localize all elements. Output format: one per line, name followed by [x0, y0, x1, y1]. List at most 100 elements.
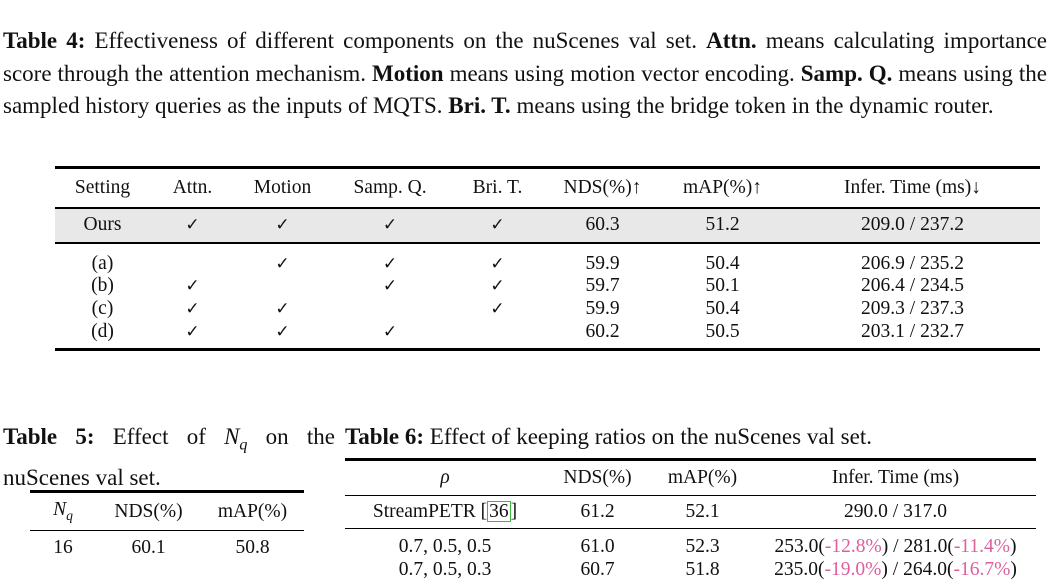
attn-check-cell: ✓	[185, 276, 200, 296]
infer-time-cell: 209.3 / 237.3	[861, 298, 964, 319]
column-header-map: mAP(%)	[667, 467, 738, 488]
setting-cell: Ours	[83, 214, 122, 235]
map-cell: 50.1	[705, 275, 740, 296]
infer-time-cell: 290.0 / 317.0	[844, 501, 947, 522]
column-header-map: mAP(%)	[217, 500, 288, 522]
citation-link-36[interactable]: 36	[487, 501, 511, 522]
caption-text: Effect of	[94, 424, 225, 449]
bri-t-term: Bri. T.	[448, 93, 511, 118]
caption-text: means using motion vector encoding.	[443, 60, 801, 86]
column-header-bri-t: Bri. T.	[472, 176, 523, 198]
caption-text: means using the bridge token in the dyna…	[510, 93, 994, 118]
map-cell: 51.8	[685, 559, 720, 580]
caption-text: on the nuScenes val set.	[3, 424, 335, 491]
setting-cell: (b)	[91, 275, 114, 296]
samp-q-term: Samp. Q.	[800, 60, 893, 86]
nq-symbol: Nq	[224, 424, 248, 454]
bri-t-check-cell: ✓	[490, 299, 505, 319]
attn-check-cell: ✓	[185, 215, 200, 235]
bracket-open: [	[480, 501, 488, 522]
nds-cell: 59.7	[585, 275, 620, 296]
rho-symbol: ρ	[440, 467, 450, 488]
map-cell: 50.8	[235, 537, 270, 559]
speedup-pct: -12.8%	[824, 536, 882, 557]
samp-q-check-cell: ✓	[382, 215, 398, 235]
setting-cell: (c)	[91, 298, 114, 319]
nds-cell: 60.3	[585, 214, 620, 235]
table4-caption: Table 4: Effectiveness of different comp…	[3, 25, 1047, 123]
table4-ablation-components: Setting Attn. Motion Samp. Q. Bri. T. ND…	[55, 166, 1040, 351]
table-row-b: (b) ✓ ✓ ✓ 59.7 50.1 206.4 / 234.5	[55, 275, 1040, 298]
infer-time-cell: 253.0(-12.8%) / 281.0(-11.4%)	[774, 536, 1017, 557]
table6-header-row: ρ NDS(%) mAP(%) Infer. Time (ms)	[345, 459, 1036, 496]
table-row-a: (a) ✓ ✓ ✓ 59.9 50.4 206.9 / 235.2	[55, 243, 1040, 275]
table-row-nq16: 16 60.1 50.8	[30, 531, 304, 560]
table-row-ratio-1: 0.7, 0.5, 0.5 61.0 52.3 253.0(-12.8%) / …	[345, 529, 1036, 559]
motion-check-cell	[235, 275, 330, 298]
speedup-pct: -11.4%	[953, 536, 1010, 557]
nq-cell: 16	[53, 537, 73, 559]
nds-cell: 59.9	[585, 252, 620, 274]
column-header-nds: NDS(%)	[114, 500, 183, 522]
table-row-ratio-2-clipped: 0.7, 0.5, 0.3 60.7 51.8 235.0(-19.0%) / …	[345, 558, 1036, 582]
motion-check-cell: ✓	[275, 253, 290, 274]
table5-header-row: Nq NDS(%) mAP(%)	[30, 491, 304, 531]
table6-caption-label: Table 6:	[345, 424, 425, 449]
attn-term: Attn.	[706, 28, 757, 53]
column-header-infer-time: Infer. Time (ms)↓	[843, 176, 982, 198]
table-row-c: (c) ✓ ✓ ✓ 59.9 50.4 209.3 / 237.3	[55, 298, 1040, 321]
motion-term: Motion	[372, 60, 444, 86]
column-header-setting: Setting	[74, 176, 131, 198]
samp-q-check-cell: ✓	[382, 276, 398, 296]
ratio-cell: 0.7, 0.5, 0.3	[398, 559, 492, 580]
infer-time-cell: 209.0 / 237.2	[861, 214, 964, 235]
column-header-infer-time: Infer. Time (ms)	[831, 467, 960, 488]
table4-caption-label: Table 4:	[3, 28, 86, 53]
infer-time-cell: 206.9 / 235.2	[861, 252, 964, 274]
map-cell: 51.2	[705, 214, 740, 235]
table-row-d: (d) ✓ ✓ ✓ 60.2 50.5 203.1 / 232.7	[55, 320, 1040, 350]
column-header-nds: NDS(%)↑	[563, 176, 642, 198]
bri-t-check-cell: ✓	[490, 276, 505, 296]
map-cell: 52.1	[685, 501, 720, 522]
nds-cell: 60.2	[585, 320, 620, 342]
infer-time-cell: 203.1 / 232.7	[861, 320, 964, 342]
method-cell: StreamPETR [36]	[372, 501, 518, 522]
caption-text: means using the sampled history queries …	[3, 60, 1047, 119]
map-cell: 50.4	[705, 298, 740, 319]
map-cell: 52.3	[685, 536, 720, 557]
table4-header-row: Setting Attn. Motion Samp. Q. Bri. T. ND…	[55, 167, 1040, 208]
motion-check-cell: ✓	[275, 321, 290, 342]
setting-cell: (a)	[91, 252, 114, 274]
infer-time-cell: 235.0(-19.0%) / 264.0(-16.7%)	[774, 559, 1017, 580]
samp-q-check-cell	[330, 298, 450, 321]
map-cell: 50.4	[705, 252, 740, 274]
motion-check-cell: ✓	[275, 299, 290, 319]
ratio-cell: 0.7, 0.5, 0.5	[398, 536, 492, 557]
infer-time-cell: 206.4 / 234.5	[861, 275, 964, 296]
column-header-samp-q: Samp. Q.	[353, 176, 427, 198]
attn-check-cell: ✓	[185, 299, 200, 319]
column-header-attn: Attn.	[172, 176, 213, 198]
bri-t-check-cell	[450, 321, 545, 350]
column-header-rho: ρ	[345, 460, 545, 496]
attn-check-cell: ✓	[185, 321, 200, 342]
column-header-nq: Nq	[53, 499, 73, 523]
caption-text: Effectiveness of different components on…	[85, 28, 707, 53]
table6-caption: Table 6: Effect of keeping ratios on the…	[345, 421, 1049, 454]
caption-text: Effect of keeping ratios on the nuScenes…	[424, 424, 872, 449]
speedup-pct: -19.0%	[824, 559, 882, 580]
paper-page: { "colors": { "highlight_row": "#e8e8e8"…	[3, 25, 1049, 580]
speedup-pct: -16.7%	[953, 559, 1011, 580]
samp-q-check-cell: ✓	[382, 253, 398, 274]
table5-nq-ablation: Nq NDS(%) mAP(%) 16 60.1 50.8	[30, 490, 304, 560]
motion-check-cell: ✓	[275, 215, 290, 235]
caption-text: means calculating importance score throu…	[3, 28, 1048, 86]
map-cell: 50.5	[705, 320, 740, 342]
table-row-ours: Ours ✓ ✓ ✓ ✓ 60.3 51.2 209.0 / 237.2	[55, 207, 1040, 243]
samp-q-check-cell: ✓	[382, 321, 398, 342]
column-header-nds: NDS(%)	[563, 467, 632, 488]
table5-caption: Table 5: Effect of Nq on the nuScenes va…	[3, 421, 335, 495]
nds-cell: 60.7	[580, 559, 615, 580]
nds-cell: 60.1	[131, 537, 166, 559]
